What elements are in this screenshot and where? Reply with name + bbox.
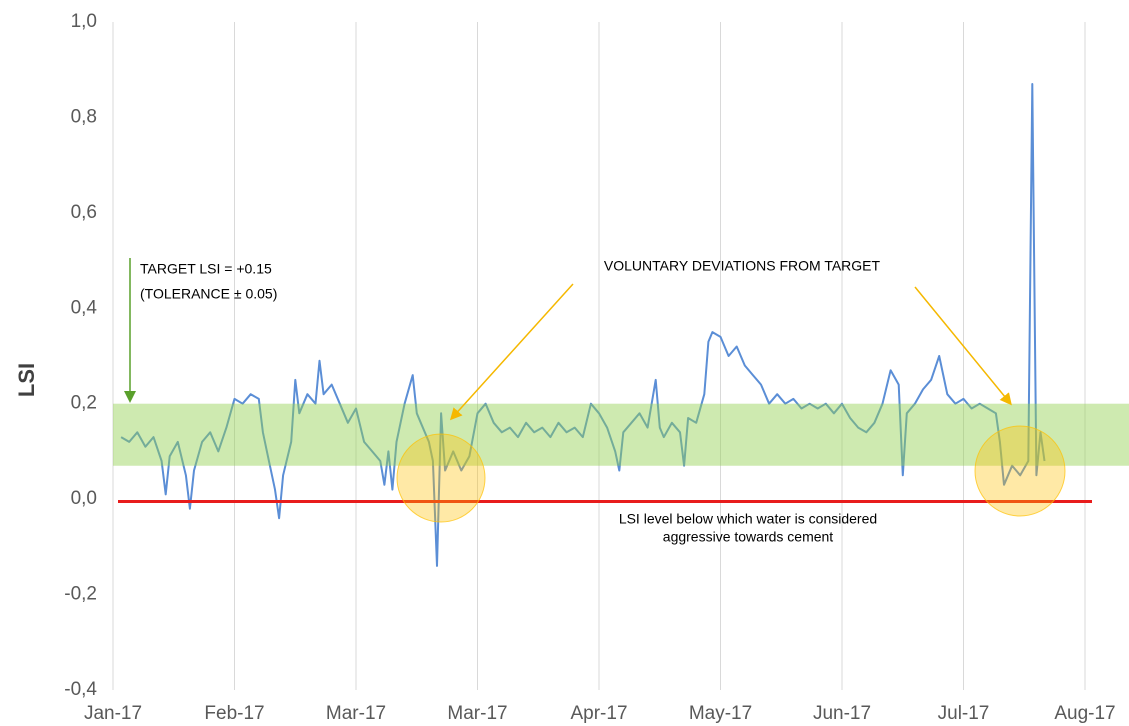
- x-tick-label: Mar-17: [326, 703, 386, 724]
- annotation: (TOLERANCE ± 0.05): [140, 286, 277, 302]
- arrow: [914, 286, 1012, 406]
- y-tick-label: -0,2: [64, 584, 97, 605]
- highlight-circle: [396, 433, 486, 523]
- target-band: [113, 403, 1129, 466]
- arrow: [449, 283, 574, 421]
- x-tick-label: Aug-17: [1054, 703, 1115, 724]
- y-tick-label: 0,4: [71, 297, 98, 318]
- x-tick-label: Apr-17: [570, 703, 627, 724]
- y-axis-title: LSI: [14, 363, 39, 397]
- y-tick-label: 0,6: [71, 202, 97, 223]
- annotation: VOLUNTARY DEVIATIONS FROM TARGET: [604, 258, 881, 274]
- y-tick-label: 0,2: [71, 393, 97, 414]
- plot-area: [113, 83, 1129, 567]
- annotation: aggressive towards cement: [663, 529, 834, 545]
- y-tick-label: 0,0: [71, 488, 97, 509]
- grid: [112, 22, 1086, 690]
- x-tick-label: May-17: [689, 703, 752, 724]
- y-tick-label: -0,4: [64, 679, 97, 700]
- y-tick-label: 1,0: [71, 11, 97, 32]
- annotation: TARGET LSI = +0.15: [140, 261, 272, 277]
- y-tick-label: 0,8: [71, 106, 97, 127]
- x-tick-label: Jul-17: [938, 703, 990, 724]
- highlight-circle: [974, 425, 1066, 517]
- annotation: LSI level below which water is considere…: [619, 511, 877, 527]
- line-series: [120, 83, 1046, 567]
- x-tick-label: Jun-17: [813, 703, 871, 724]
- x-tick-label: Mar-17: [447, 703, 507, 724]
- x-tick-label: Jan-17: [84, 703, 142, 724]
- x-tick-label: Feb-17: [204, 703, 264, 724]
